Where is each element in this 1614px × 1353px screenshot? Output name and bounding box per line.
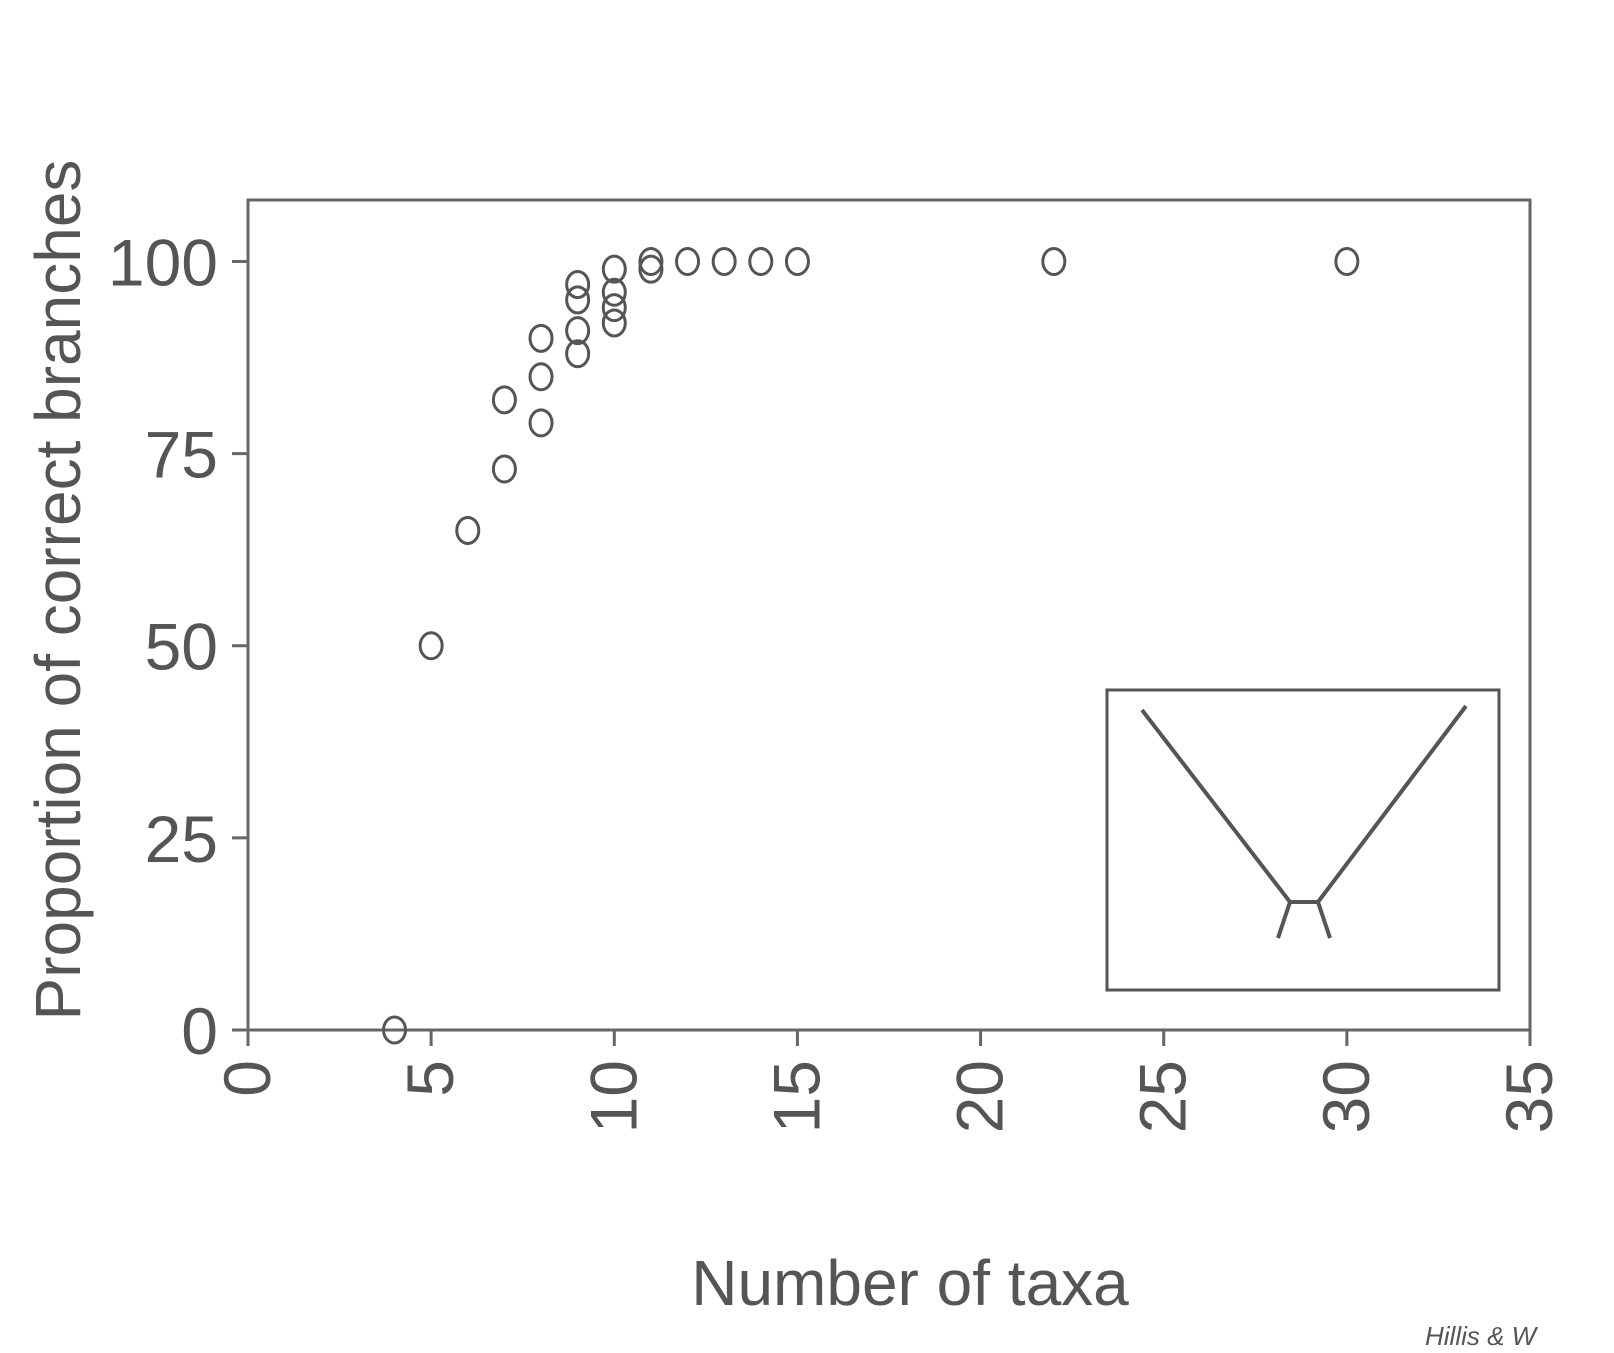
credit: Hillis & W — [1425, 1321, 1539, 1351]
x-axis-label: Number of taxa — [691, 1247, 1129, 1319]
point — [1334, 246, 1360, 276]
point — [528, 408, 554, 438]
point — [455, 515, 481, 545]
point — [565, 270, 591, 300]
point — [1041, 246, 1067, 276]
point — [491, 385, 517, 415]
plot-frame — [246, 198, 1532, 1032]
x-tick-label: 15 — [759, 1060, 833, 1133]
y-tick-label: 100 — [108, 225, 218, 299]
point — [748, 246, 774, 276]
x-tick-label: 0 — [210, 1060, 284, 1097]
x-tick-label: 20 — [943, 1060, 1017, 1133]
point — [382, 1015, 408, 1045]
point — [565, 339, 591, 369]
inset-box — [1105, 688, 1501, 992]
inset-branches — [1140, 704, 1468, 939]
inset-tree — [1105, 688, 1501, 992]
point — [491, 454, 517, 484]
x-tick-label: 35 — [1492, 1060, 1566, 1133]
x-tick-label: 5 — [393, 1060, 467, 1097]
y-tick-label: 25 — [145, 802, 218, 876]
point — [601, 293, 627, 323]
point — [565, 316, 591, 346]
point — [418, 631, 444, 661]
point — [528, 362, 554, 392]
point — [528, 323, 554, 353]
y-tick-label: 50 — [145, 610, 218, 684]
point — [638, 254, 664, 284]
y-tick-label: 0 — [181, 994, 218, 1068]
x-tick-label: 30 — [1309, 1060, 1383, 1133]
x-tick-label: 25 — [1126, 1060, 1200, 1133]
point — [601, 308, 627, 338]
point — [565, 285, 591, 315]
point — [711, 246, 737, 276]
y-axis-label: Proportion of correct branches — [22, 160, 94, 1021]
point — [675, 246, 701, 276]
point — [601, 277, 627, 307]
point — [638, 246, 664, 276]
point — [601, 254, 627, 284]
point — [784, 246, 810, 276]
y-tick-label: 75 — [145, 418, 218, 492]
x-tick-label: 10 — [576, 1060, 650, 1133]
